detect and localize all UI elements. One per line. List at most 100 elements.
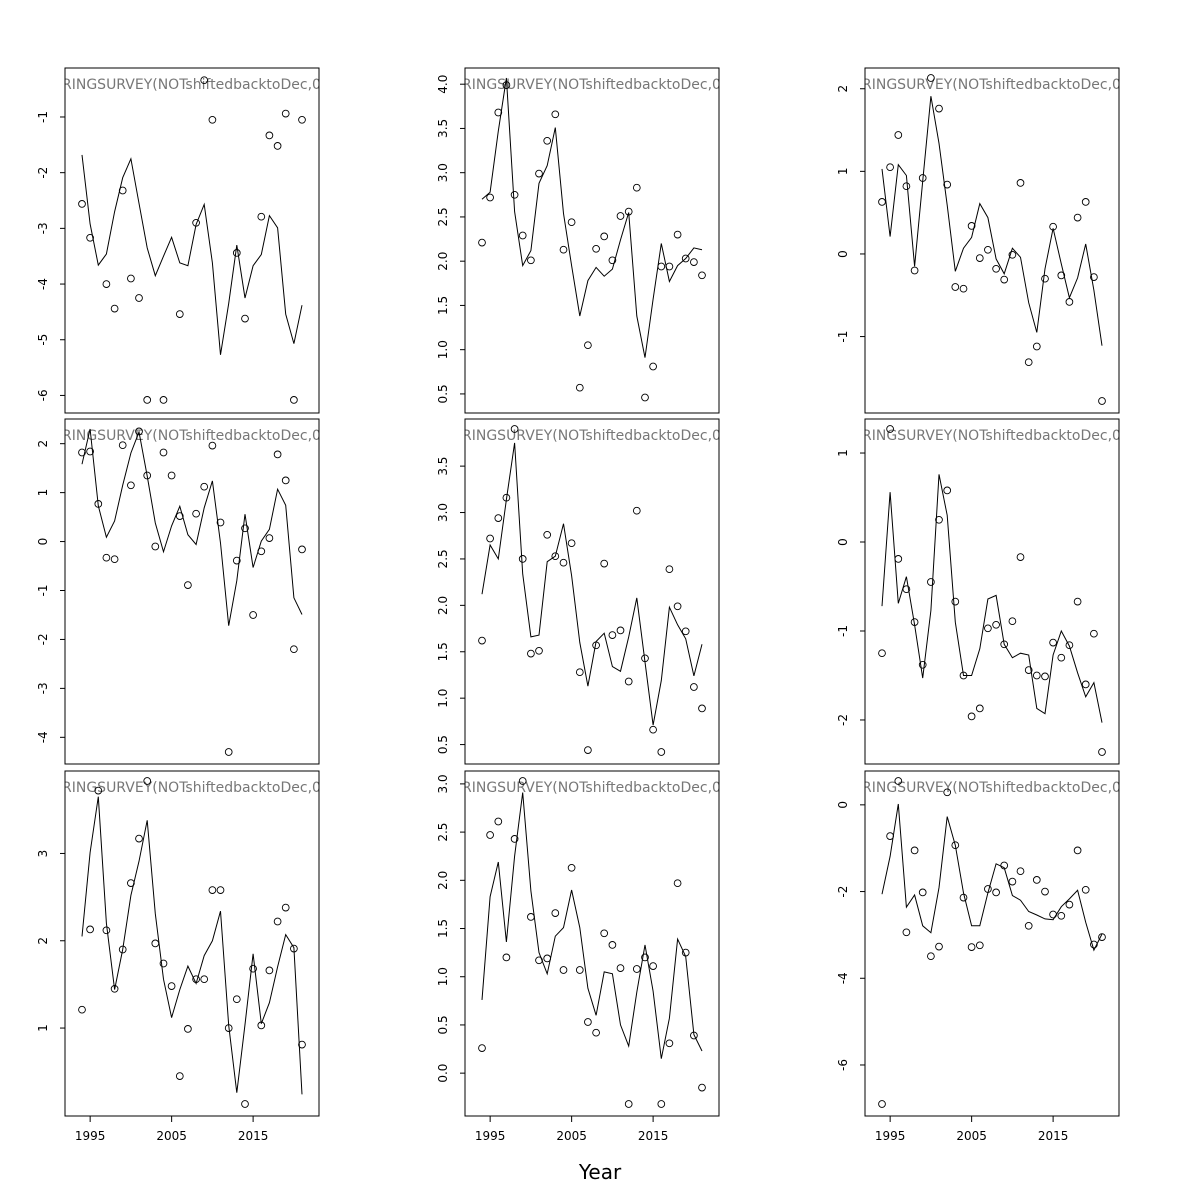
data-point [110, 984, 119, 993]
data-point [894, 777, 903, 785]
data-point [592, 1028, 600, 1037]
data-point [1032, 876, 1041, 884]
data-point [257, 547, 266, 556]
data-point [935, 515, 943, 524]
data-point [502, 953, 511, 962]
y-tick-label: 3 [36, 850, 50, 858]
data-point [184, 1025, 192, 1033]
data-point [657, 748, 666, 756]
data-point [927, 578, 935, 586]
data-point [608, 941, 617, 949]
x-tick-label: 1995 [75, 1129, 106, 1143]
data-point [575, 966, 584, 974]
data-point [192, 975, 200, 984]
data-point [167, 471, 176, 480]
data-point [1032, 342, 1041, 351]
y-tick-label: 1 [836, 449, 850, 457]
data-point [641, 953, 649, 962]
data-point [551, 552, 560, 561]
data-point [224, 748, 233, 756]
data-point [1041, 672, 1049, 681]
data-point [518, 231, 527, 240]
data-point [600, 232, 609, 241]
data-point [992, 888, 1000, 897]
y-tick-label: -1 [836, 625, 850, 637]
data-point [135, 834, 143, 843]
data-point [918, 888, 927, 897]
data-point [698, 704, 706, 713]
data-point [1016, 867, 1025, 876]
data-point [159, 448, 168, 457]
data-point [1073, 597, 1082, 606]
data-point [894, 131, 903, 139]
y-tick-label: 2 [836, 85, 850, 93]
y-tick-label: -2 [836, 714, 850, 726]
data-point [600, 559, 609, 568]
x-tick-label: 2015 [638, 1129, 669, 1143]
data-point [927, 952, 935, 961]
y-tick-label: 0.5 [436, 1015, 450, 1034]
data-point [257, 1021, 266, 1030]
data-point [167, 982, 176, 990]
data-point [616, 964, 625, 972]
data-point [902, 585, 911, 594]
panel-frame [864, 770, 1120, 1117]
data-point [127, 274, 135, 283]
data-point [1081, 680, 1090, 689]
y-tick-label: -4 [36, 278, 50, 290]
panel-title: RINGSURVEY(NOTshiftedbacktoDec,0sat [62, 77, 343, 93]
data-point [608, 631, 617, 639]
data-point [1049, 222, 1057, 231]
data-point [159, 959, 168, 968]
panel-frame [464, 418, 720, 765]
panel-frame [64, 418, 320, 765]
data-point [559, 558, 568, 567]
fitted-line [81, 154, 303, 355]
data-point [486, 534, 494, 543]
data-point [1024, 666, 1033, 674]
data-point [918, 660, 927, 669]
data-point [510, 425, 519, 433]
data-point [1016, 553, 1025, 561]
data-point [600, 929, 609, 938]
data-point [665, 1039, 674, 1048]
y-tick-label: -5 [36, 334, 50, 346]
data-point [1090, 940, 1098, 949]
panel-5: RINGSURVEY(NOTshiftedbacktoDec,0sat 0.5 1.… [436, 418, 720, 765]
data-point [584, 341, 592, 350]
data-point [118, 441, 127, 450]
data-point [567, 218, 576, 227]
y-tick-label: 4.0 [436, 75, 450, 94]
data-point [200, 482, 209, 491]
data-point [878, 1100, 886, 1108]
data-point [616, 212, 625, 220]
data-point [535, 646, 543, 655]
data-point [527, 913, 535, 921]
data-point [992, 620, 1000, 629]
data-point [510, 190, 519, 199]
panel-title: RINGSURVEY(NOTshiftedbacktoDec,0sat [62, 780, 343, 796]
fitted-line [481, 442, 703, 726]
data-point [878, 198, 886, 206]
y-tick-label: 0.5 [436, 384, 450, 403]
data-point [959, 284, 968, 293]
y-tick-label: -1 [36, 111, 50, 123]
data-point [118, 186, 127, 195]
data-point [527, 649, 535, 658]
y-tick-label: 2 [36, 937, 50, 945]
data-point [632, 183, 641, 192]
data-point [1000, 861, 1009, 870]
data-point [681, 627, 690, 636]
data-point [208, 886, 217, 894]
data-point [143, 471, 152, 480]
data-point [143, 777, 152, 785]
data-point [273, 917, 282, 926]
fitted-line [481, 792, 703, 1059]
data-point [1000, 275, 1009, 284]
data-point [200, 975, 209, 984]
y-tick-label: 1 [36, 1024, 50, 1032]
data-point [224, 1024, 233, 1032]
x-tick-label: 2015 [1038, 1129, 1069, 1143]
x-tick-label: 2005 [156, 1129, 187, 1143]
data-point [551, 909, 560, 917]
